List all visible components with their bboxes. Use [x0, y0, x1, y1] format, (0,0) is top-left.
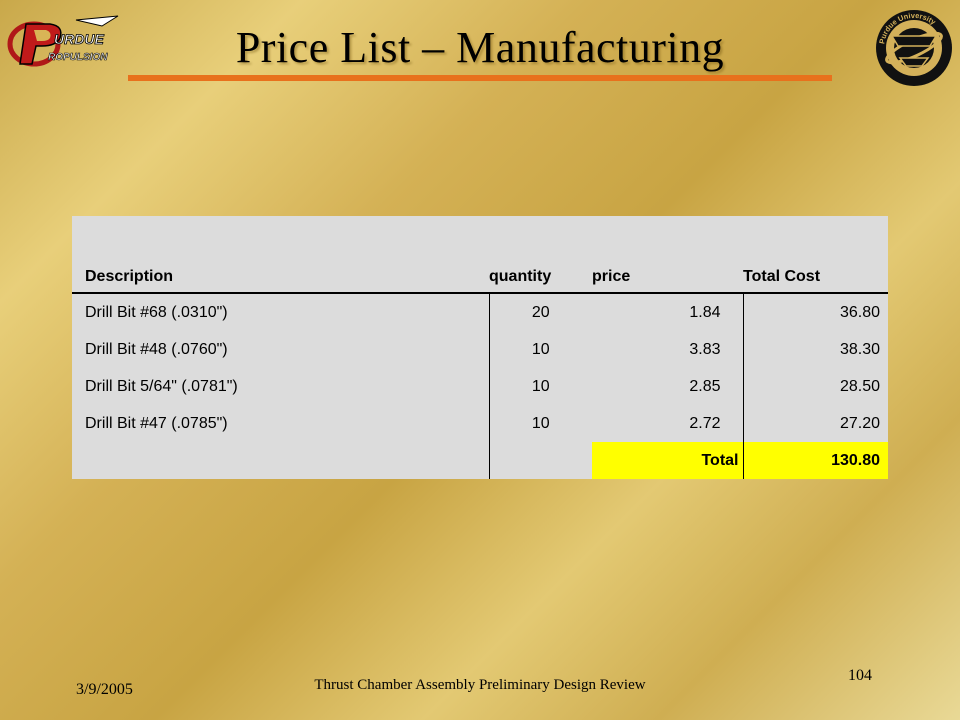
row-total-cost: 36.80	[743, 293, 888, 331]
slide-title: Price List – Manufacturing	[235, 23, 725, 72]
row-total-cost: 38.30	[743, 331, 888, 368]
total-row: Total 130.80	[72, 442, 888, 479]
footer-date: 3/9/2005	[76, 681, 133, 698]
row-price: 1.84	[592, 293, 744, 331]
row-price: 3.83	[592, 331, 744, 368]
total-row-blank-quantity	[489, 442, 592, 479]
total-row-blank	[72, 442, 490, 479]
price-table: Description quantity price Total Cost Dr…	[72, 216, 888, 479]
row-description: Drill Bit #48 (.0760")	[72, 331, 490, 368]
row-quantity: 10	[489, 368, 592, 405]
row-quantity: 10	[489, 331, 592, 368]
page-number: 104	[848, 667, 872, 684]
purdue-propulsion-logo: URDUE ROPULSION	[6, 14, 124, 72]
table-row: Drill Bit #47 (.0785") 10 2.72 27.20	[72, 405, 888, 442]
header-price: price	[592, 216, 743, 294]
header-quantity: quantity	[489, 216, 592, 294]
title-underline	[128, 75, 832, 81]
footer-presentation-title: Thrust Chamber Assembly Preliminary Desi…	[314, 677, 646, 693]
svg-text:ROPULSION: ROPULSION	[48, 52, 108, 63]
row-price: 2.72	[592, 405, 744, 442]
table-header-row: Description quantity price Total Cost	[72, 216, 888, 294]
svg-text:URDUE: URDUE	[54, 31, 104, 47]
header-total-cost: Total Cost	[743, 216, 888, 294]
row-description: Drill Bit #68 (.0310")	[72, 293, 490, 331]
table-row: Drill Bit 5/64" (.0781") 10 2.85 28.50	[72, 368, 888, 405]
purdue-aeronautics-seal: Purdue University	[872, 6, 956, 90]
row-total-cost: 28.50	[743, 368, 888, 405]
header-description: Description	[72, 216, 489, 294]
row-description: Drill Bit 5/64" (.0781")	[72, 368, 490, 405]
row-price: 2.85	[592, 368, 744, 405]
table-row: Drill Bit #68 (.0310") 20 1.84 36.80	[72, 293, 888, 331]
total-label: Total	[592, 442, 744, 479]
total-value: 130.80	[743, 442, 888, 479]
row-quantity: 10	[489, 405, 592, 442]
row-total-cost: 27.20	[743, 405, 888, 442]
table-row: Drill Bit #48 (.0760") 10 3.83 38.30	[72, 331, 888, 368]
row-quantity: 20	[489, 293, 592, 331]
row-description: Drill Bit #47 (.0785")	[72, 405, 490, 442]
